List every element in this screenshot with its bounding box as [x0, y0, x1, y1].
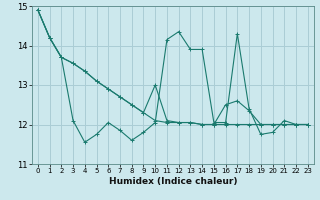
X-axis label: Humidex (Indice chaleur): Humidex (Indice chaleur)	[108, 177, 237, 186]
